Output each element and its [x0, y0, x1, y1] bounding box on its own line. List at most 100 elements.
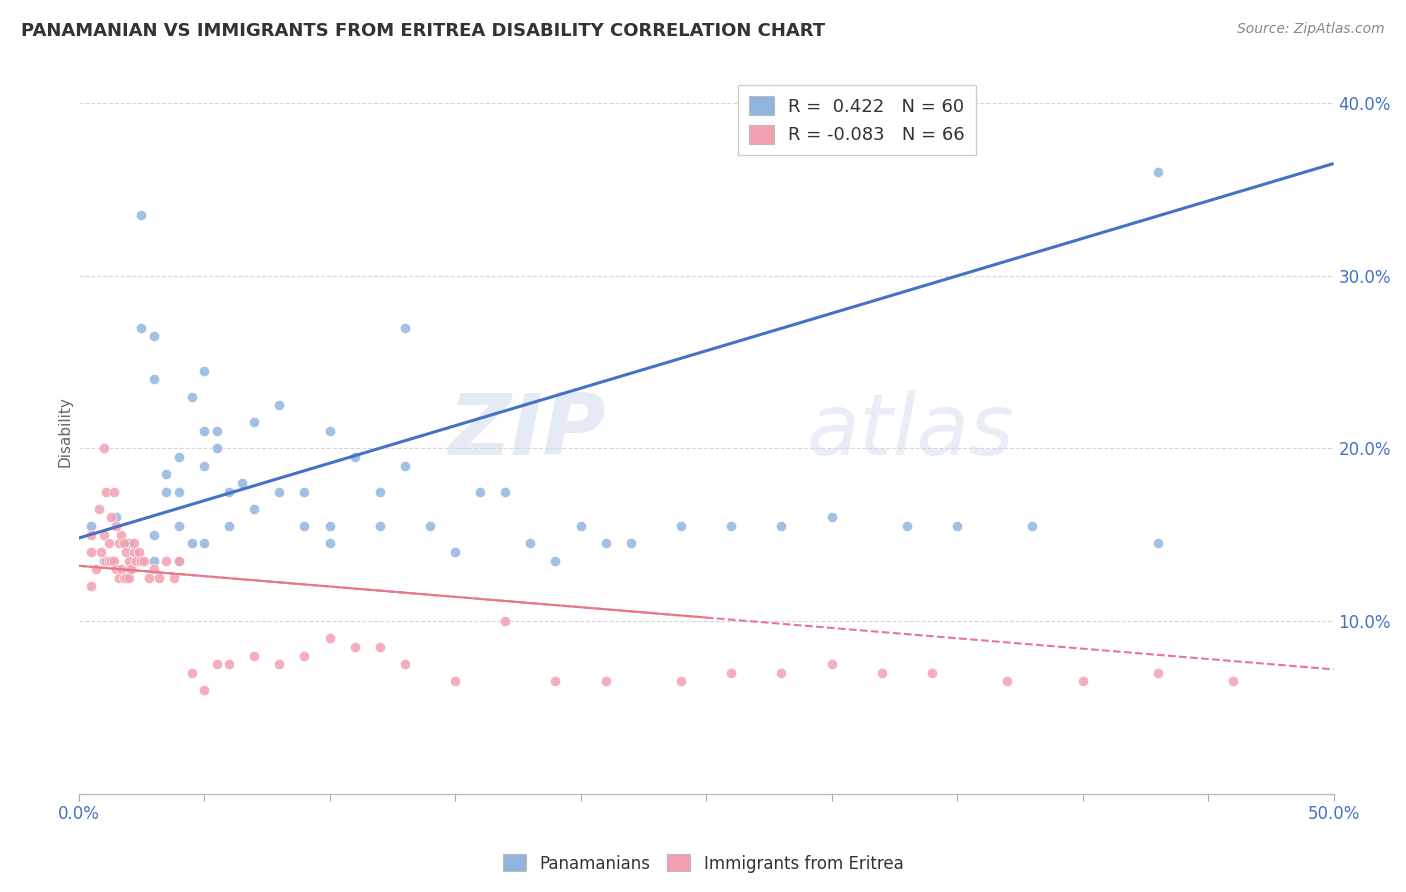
Point — [394, 458, 416, 473]
Point — [269, 657, 291, 672]
Point — [93, 442, 115, 456]
Point — [90, 545, 112, 559]
Point — [218, 519, 240, 533]
Point — [896, 519, 918, 533]
Text: PANAMANIAN VS IMMIGRANTS FROM ERITREA DISABILITY CORRELATION CHART: PANAMANIAN VS IMMIGRANTS FROM ERITREA DI… — [21, 22, 825, 40]
Point — [118, 553, 141, 567]
Point — [318, 519, 340, 533]
Point — [1222, 674, 1244, 689]
Point — [193, 536, 215, 550]
Point — [269, 398, 291, 412]
Point — [155, 484, 177, 499]
Point — [343, 450, 366, 464]
Point — [128, 545, 150, 559]
Point — [87, 501, 110, 516]
Point — [820, 510, 842, 524]
Legend: R =  0.422   N = 60, R = -0.083   N = 66: R = 0.422 N = 60, R = -0.083 N = 66 — [738, 85, 976, 155]
Point — [107, 571, 129, 585]
Point — [205, 657, 228, 672]
Point — [243, 501, 266, 516]
Point — [142, 329, 165, 343]
Point — [167, 519, 190, 533]
Point — [105, 510, 128, 524]
Point — [155, 553, 177, 567]
Point — [107, 536, 129, 550]
Point — [1147, 165, 1170, 179]
Point — [84, 562, 107, 576]
Point — [96, 553, 118, 567]
Point — [103, 553, 125, 567]
Point — [120, 562, 142, 576]
Point — [995, 674, 1018, 689]
Point — [93, 553, 115, 567]
Point — [110, 527, 132, 541]
Point — [470, 484, 492, 499]
Point — [180, 665, 202, 680]
Point — [1071, 674, 1094, 689]
Point — [870, 665, 893, 680]
Legend: Panamanians, Immigrants from Eritrea: Panamanians, Immigrants from Eritrea — [496, 847, 910, 880]
Point — [132, 553, 155, 567]
Point — [368, 484, 391, 499]
Point — [118, 536, 141, 550]
Point — [122, 536, 145, 550]
Point — [80, 545, 103, 559]
Point — [294, 484, 316, 499]
Point — [142, 527, 165, 541]
Point — [118, 562, 141, 576]
Point — [205, 424, 228, 438]
Point — [294, 648, 316, 663]
Point — [122, 545, 145, 559]
Text: Source: ZipAtlas.com: Source: ZipAtlas.com — [1237, 22, 1385, 37]
Point — [80, 527, 103, 541]
Point — [444, 545, 467, 559]
Point — [544, 553, 567, 567]
Point — [167, 484, 190, 499]
Point — [97, 553, 120, 567]
Point — [142, 372, 165, 386]
Point — [115, 545, 138, 559]
Point — [318, 424, 340, 438]
Point — [620, 536, 643, 550]
Point — [100, 510, 122, 524]
Point — [394, 657, 416, 672]
Point — [444, 674, 467, 689]
Point — [193, 364, 215, 378]
Point — [231, 475, 253, 490]
Point — [193, 683, 215, 698]
Y-axis label: Disability: Disability — [58, 396, 72, 467]
Point — [110, 562, 132, 576]
Point — [243, 416, 266, 430]
Point — [193, 424, 215, 438]
Point — [720, 665, 742, 680]
Point — [569, 519, 592, 533]
Point — [343, 640, 366, 654]
Point — [1147, 536, 1170, 550]
Point — [131, 208, 153, 222]
Point — [519, 536, 541, 550]
Point — [669, 674, 692, 689]
Point — [368, 640, 391, 654]
Point — [669, 519, 692, 533]
Point — [243, 648, 266, 663]
Point — [131, 320, 153, 334]
Point — [131, 553, 153, 567]
Point — [93, 527, 115, 541]
Point — [946, 519, 969, 533]
Point — [494, 614, 516, 628]
Point — [138, 571, 160, 585]
Point — [167, 553, 190, 567]
Point — [180, 536, 202, 550]
Point — [103, 484, 125, 499]
Point — [820, 657, 842, 672]
Point — [112, 536, 135, 550]
Point — [180, 390, 202, 404]
Point — [544, 674, 567, 689]
Point — [105, 519, 128, 533]
Point — [318, 536, 340, 550]
Point — [1147, 665, 1170, 680]
Point — [80, 579, 103, 593]
Point — [193, 458, 215, 473]
Point — [112, 571, 135, 585]
Point — [155, 467, 177, 482]
